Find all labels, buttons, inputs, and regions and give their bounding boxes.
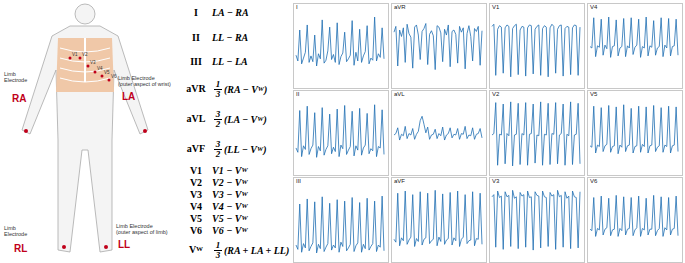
html-text:V4: V4: [189, 200, 203, 212]
html-text:II: II: [296, 91, 300, 97]
html-text:LL − LA: LL − LA: [212, 55, 248, 67]
html-text:V5 − VW: V5 − VW: [212, 212, 248, 224]
html-text:V3 − VW: V3 − VW: [212, 188, 248, 200]
svg-text:V6: V6: [111, 74, 117, 79]
svg-text:V2: V2: [82, 52, 88, 57]
svg-text:V5: V5: [104, 70, 110, 75]
svg-text:LL: LL: [118, 239, 130, 250]
html-text:V5: V5: [590, 91, 598, 97]
html-text:V3: V3: [189, 188, 203, 200]
html-text:3: 3: [215, 108, 221, 119]
html-text:V2: V2: [189, 176, 203, 188]
html-text:1: 1: [215, 78, 221, 89]
html-text:I: I: [194, 6, 198, 18]
svg-text:Limb Electrode: Limb Electrode: [116, 223, 153, 229]
html-text:V4 − VW: V4 − VW: [212, 200, 248, 212]
html-text:V2: V2: [492, 91, 500, 97]
html-text:LA − RA: LA − RA: [212, 6, 249, 18]
html-text:3 (RA − VW): 3 (RA − VW): [215, 83, 268, 99]
svg-text:Electrode: Electrode: [4, 77, 27, 83]
html-text:aVL: aVL: [186, 112, 206, 124]
html-text:1: 1: [215, 239, 221, 250]
html-text:V1 − VW: V1 − VW: [212, 164, 248, 176]
html-text:aVL: aVL: [394, 91, 405, 97]
html-text:II: II: [192, 31, 200, 43]
html-text:VW: VW: [188, 243, 204, 255]
html-text:aVF: aVF: [186, 142, 206, 154]
html-text:LL − RA: LL − RA: [212, 31, 249, 43]
html-text:aVR: aVR: [186, 82, 206, 94]
svg-text:Limb: Limb: [4, 71, 16, 77]
html-text:V6: V6: [189, 224, 203, 236]
svg-text:(outer aspect of wrist): (outer aspect of wrist): [118, 81, 171, 87]
svg-text:V4: V4: [97, 66, 103, 71]
svg-text:LA: LA: [122, 91, 135, 102]
svg-text:V1: V1: [72, 52, 78, 57]
html-text:III: III: [296, 178, 301, 184]
html-text:I: I: [296, 4, 298, 10]
html-text:V6: V6: [590, 178, 598, 184]
html-text:V6 − VW: V6 − VW: [212, 224, 248, 236]
html-text:V4: V4: [590, 4, 598, 10]
svg-text:Limb Electrode: Limb Electrode: [118, 75, 155, 81]
html-text:aVF: aVF: [394, 178, 405, 184]
html-text:3: 3: [215, 138, 221, 149]
svg-text:Electrode: Electrode: [4, 231, 27, 237]
html-text:V1: V1: [492, 4, 500, 10]
svg-text:Limb: Limb: [4, 225, 16, 231]
svg-text:RL: RL: [14, 243, 27, 254]
svg-text:V3: V3: [90, 60, 96, 65]
html-text:2 (LL − VW): 2 (LL − VW): [215, 143, 267, 159]
html-text:aVR: aVR: [394, 4, 406, 10]
html-text:2 (LA − VW): 2 (LA − VW): [215, 113, 267, 129]
svg-text:RA: RA: [12, 93, 26, 104]
html-text:III: III: [190, 55, 202, 67]
html-text:V5: V5: [189, 212, 203, 224]
html-text:V3: V3: [492, 178, 500, 184]
html-text:3 (RA + LA + LL): 3 (RA + LA + LL): [215, 244, 290, 260]
html-text:V2 − VW: V2 − VW: [212, 176, 248, 188]
svg-text:(outer aspect of limb): (outer aspect of limb): [116, 229, 168, 235]
html-text:V1: V1: [189, 164, 203, 176]
